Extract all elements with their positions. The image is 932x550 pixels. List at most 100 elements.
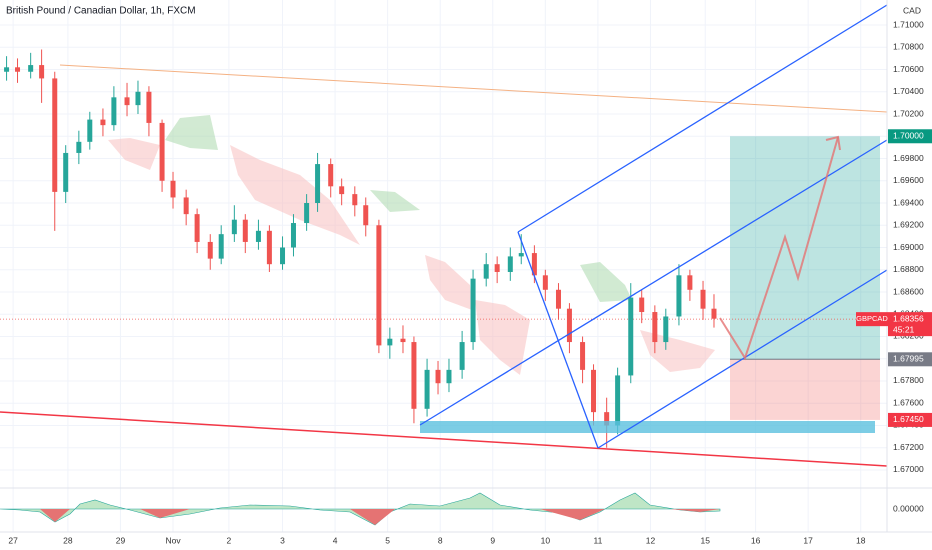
channel-upper [517,4,888,233]
chart-title: British Pound / Canadian Dollar, 1h, FXC… [6,6,196,17]
candle-body [28,65,34,72]
candle-body [207,241,213,259]
y-tick-label: 1.67600 [893,397,924,407]
candle-body [459,342,465,370]
price-tag [888,352,932,367]
candle-body [518,253,524,257]
x-tick-label: 11 [593,535,602,545]
x-tick-label: 4 [333,535,338,545]
candle-body [280,247,286,265]
candle-body [135,91,141,106]
candle-body [435,369,441,384]
price-tag-label: 1.67450 [893,414,924,424]
position-tool [0,136,887,420]
x-tick-label: 9 [490,535,495,545]
red-trendline [0,411,888,467]
candle-body [531,253,537,276]
candle-body [15,67,21,72]
candle-body [255,230,261,242]
x-tick-label: 16 [751,535,761,545]
y-tick-label: 1.69000 [893,242,924,252]
y-tick-label: 1.69400 [893,197,924,207]
candle-body [124,97,130,106]
candle-body [639,297,645,313]
price-tag-label: 1.67995 [893,354,924,364]
cloud-red [230,145,360,245]
candle-body [159,122,165,181]
candle-body [628,297,634,376]
candle-body [218,234,224,259]
x-tick-label: 5 [385,535,390,545]
last-price-label: 1.68356 [893,313,924,323]
x-tick-label: 8 [438,535,443,545]
candle-body [100,119,106,126]
y-tick-label: 1.67800 [893,375,924,385]
candle-body [604,412,610,426]
x-tick-label: 3 [280,535,285,545]
candle-body [87,119,93,142]
cloud-green [370,190,420,212]
candle-body [400,338,406,343]
cloud-red [425,255,472,310]
candle-body [446,369,452,384]
symbol-tag [856,312,888,327]
candle-body [424,369,430,409]
candle-body [687,275,693,290]
candle-body [376,225,382,346]
y-tick-label: 1.70600 [893,64,924,74]
support-zone [420,421,875,433]
channel-middle [419,139,888,426]
y-tick-label: 1.67200 [893,442,924,452]
candle-body [615,375,621,426]
countdown: 45:21 [893,324,915,334]
x-tick-label: 15 [700,535,710,545]
candle-body [411,342,417,409]
last-price-tag [888,312,932,337]
candle-body [339,186,345,195]
x-tick-label: 29 [116,535,126,545]
y-tick-label: 1.68800 [893,264,924,274]
price-tag-label: 1.70000 [893,131,924,141]
candle-body [363,205,369,226]
candle-body [507,256,513,272]
candle-body [170,180,176,198]
candles [4,49,717,448]
candle-body [555,289,561,309]
x-tick-label: Nov [165,535,181,545]
y-tick-label: 1.70400 [893,86,924,96]
symbol-label: GBPCAD [856,314,888,323]
y-tick-label: 1.69800 [893,153,924,163]
loss-zone [730,359,880,420]
candle-body [580,342,586,370]
x-tick-label: 27 [8,535,18,545]
candle-body [242,219,248,242]
price-tag [888,129,932,144]
candle-body [566,308,572,343]
projection-arrow [719,136,839,361]
candle-body [39,65,45,79]
currency: CAD [903,5,921,15]
candle-body [111,97,117,126]
x-tick-label: 18 [856,535,866,545]
x-tick-label: 10 [541,535,551,545]
y-tick-label: 1.69600 [893,175,924,185]
cloud-green [165,115,218,150]
candle-body [542,275,548,290]
channel-lower [597,269,888,449]
y-tick-label: 1.71000 [893,19,924,29]
candle-body [52,78,58,192]
y-tick-label: 1.68600 [893,286,924,296]
candle-body [146,91,152,123]
cloud-green [580,262,632,302]
y-tick-label: 1.70200 [893,108,924,118]
cloud-red [108,138,160,170]
price-tag [888,412,932,427]
x-tick-label: 28 [63,535,73,545]
candle-body [470,278,476,343]
candle-body [328,164,334,187]
y-tick-label: 1.69200 [893,220,924,230]
arrow-head [825,135,841,151]
faded-trendline [59,64,888,113]
x-tick-label: 12 [646,535,656,545]
